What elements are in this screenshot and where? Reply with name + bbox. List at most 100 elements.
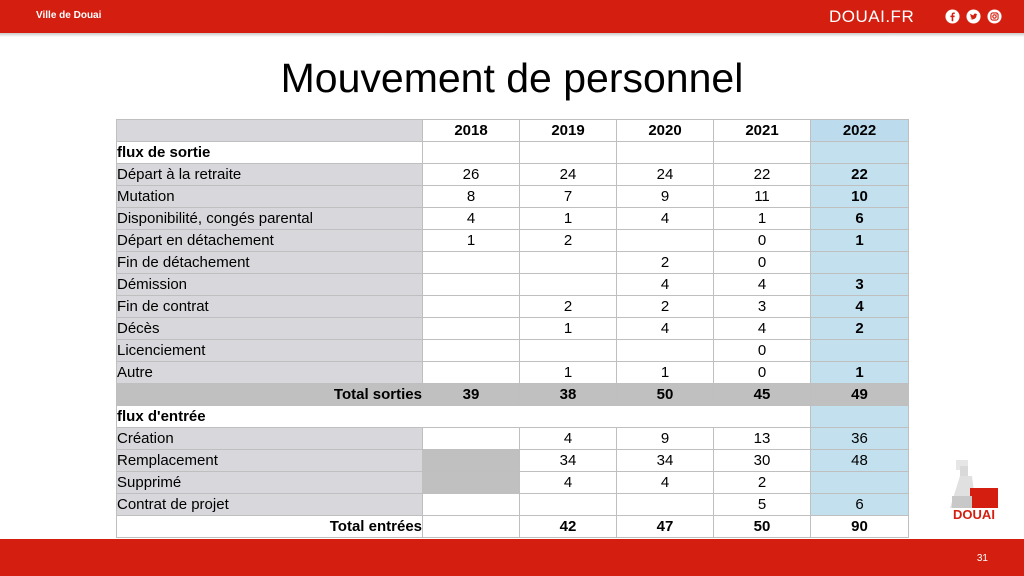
row-label: Démission [116, 273, 423, 296]
value-cell [422, 295, 520, 318]
year-header-2019: 2019 [519, 119, 617, 142]
value-cell: 11 [713, 185, 811, 208]
row-label: Supprimé [116, 471, 423, 494]
value-cell [422, 251, 520, 274]
section-filler-2022 [810, 405, 909, 428]
table-row: Départ en détachement 1 2 0 1 [116, 229, 909, 252]
value-cell: 4 [519, 471, 617, 494]
value-cell: 48 [810, 449, 909, 472]
row-label: Autre [116, 361, 423, 384]
bottom-banner [0, 539, 1024, 576]
value-cell [519, 339, 617, 362]
value-cell: 0 [713, 251, 811, 274]
value-cell [422, 273, 520, 296]
value-cell: 24 [519, 163, 617, 186]
value-cell: 5 [713, 493, 811, 516]
table-row: Autre 1 1 0 1 [116, 361, 909, 384]
value-cell: 30 [713, 449, 811, 472]
table-row: Départ à la retraite 26 24 24 22 22 [116, 163, 909, 186]
value-cell: 1 [810, 361, 909, 384]
row-label: Contrat de projet [116, 493, 423, 516]
year-header-2020: 2020 [616, 119, 714, 142]
value-cell: 7 [519, 185, 617, 208]
value-cell: 22 [810, 163, 909, 186]
year-header-2021: 2021 [713, 119, 811, 142]
table-row: Fin de détachement 2 0 [116, 251, 909, 274]
value-cell: 4 [713, 317, 811, 340]
top-banner-shadow [0, 33, 1024, 37]
value-cell [810, 251, 909, 274]
value-cell [616, 229, 714, 252]
facebook-icon[interactable] [945, 9, 960, 24]
value-cell: 0 [713, 339, 811, 362]
row-label: Disponibilité, congés parental [116, 207, 423, 230]
twitter-icon[interactable] [966, 9, 981, 24]
row-label: Fin de détachement [116, 251, 423, 274]
section-filler-2022 [810, 141, 909, 164]
table-row: Fin de contrat 2 2 3 4 [116, 295, 909, 318]
total-label: Total sorties [116, 383, 423, 406]
value-cell: 4 [519, 427, 617, 450]
value-cell: 4 [810, 295, 909, 318]
value-cell: 1 [422, 229, 520, 252]
total-value-cell: 50 [616, 383, 714, 406]
section-row-sortie: flux de sortie [116, 141, 909, 164]
section-title-entree: flux d'entrée [116, 405, 811, 428]
value-cell: 1 [810, 229, 909, 252]
table-row: Supprimé 4 4 2 [116, 471, 909, 494]
value-cell: 34 [616, 449, 714, 472]
value-cell [616, 339, 714, 362]
value-cell [422, 339, 520, 362]
value-cell: 1 [616, 361, 714, 384]
total-value-cell: 49 [810, 383, 909, 406]
row-label: Mutation [116, 185, 423, 208]
value-cell: 1 [519, 207, 617, 230]
table-row: Démission 4 4 3 [116, 273, 909, 296]
value-cell: 1 [519, 317, 617, 340]
site-link[interactable]: DOUAI.FR [829, 7, 915, 26]
value-cell: 26 [422, 163, 520, 186]
total-label: Total entrées [116, 515, 423, 538]
value-cell: 6 [810, 207, 909, 230]
header-corner-cell [116, 119, 423, 142]
year-header-2018: 2018 [422, 119, 520, 142]
table-row: Création 4 9 13 36 [116, 427, 909, 450]
value-cell: 9 [616, 427, 714, 450]
table-header-row: 2018 2019 2020 2021 2022 [116, 119, 909, 142]
value-cell: 8 [422, 185, 520, 208]
section-filler-cell [519, 141, 617, 164]
total-value-cell: 50 [713, 515, 811, 538]
total-value-cell: 39 [422, 383, 520, 406]
value-cell [422, 427, 520, 450]
value-cell: 22 [713, 163, 811, 186]
value-cell [810, 471, 909, 494]
value-cell: 4 [616, 207, 714, 230]
table-row: Contrat de projet 5 6 [116, 493, 909, 516]
value-cell [422, 361, 520, 384]
value-cell: 13 [713, 427, 811, 450]
value-cell: 2 [616, 295, 714, 318]
value-cell [519, 493, 617, 516]
value-cell: 4 [616, 273, 714, 296]
total-value-cell: 90 [810, 515, 909, 538]
row-label: Départ à la retraite [116, 163, 423, 186]
table-row: Remplacement 34 34 30 48 [116, 449, 909, 472]
value-cell: 4 [713, 273, 811, 296]
row-label: Remplacement [116, 449, 423, 472]
logo-text: DOUAI [953, 507, 995, 522]
value-cell: 4 [616, 317, 714, 340]
value-cell [519, 273, 617, 296]
table-row: Décès 1 4 4 2 [116, 317, 909, 340]
table-row: Disponibilité, congés parental 4 1 4 1 6 [116, 207, 909, 230]
instagram-icon[interactable] [987, 9, 1002, 24]
value-cell [422, 449, 520, 472]
value-cell: 2 [810, 317, 909, 340]
top-banner [0, 0, 1024, 33]
city-label: Ville de Douai [36, 10, 102, 21]
section-title-sortie: flux de sortie [116, 141, 423, 164]
table-row: Mutation 8 7 9 11 10 [116, 185, 909, 208]
total-value-cell: 42 [519, 515, 617, 538]
value-cell: 4 [616, 471, 714, 494]
year-header-2022: 2022 [810, 119, 909, 142]
total-value-cell: 45 [713, 383, 811, 406]
